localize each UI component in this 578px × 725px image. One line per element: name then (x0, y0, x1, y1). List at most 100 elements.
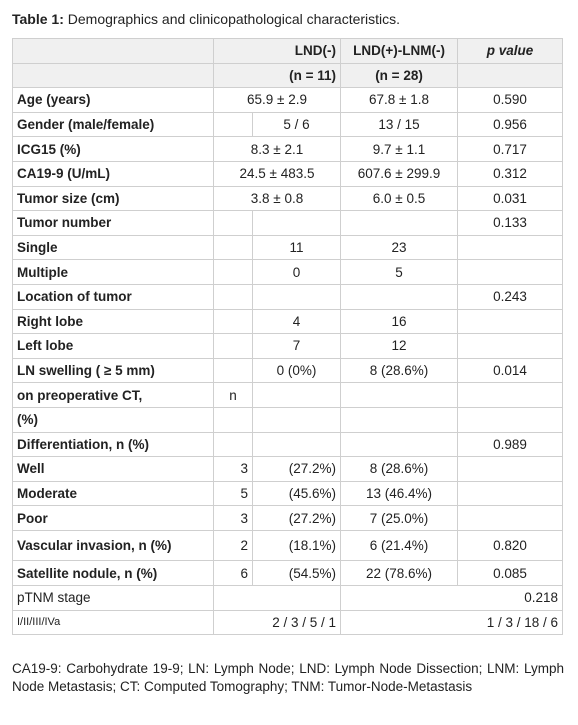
table-cell: Right lobe (12, 308, 214, 335)
table-row: Tumor size (cm) 3.8 ± 0.8 6.0 ± 0.5 0.031 (12, 185, 564, 212)
table-cell: 23 (340, 234, 459, 261)
table-cell: 9.7 ± 1.1 (340, 136, 459, 162)
table-row: on preoperative CT, n (12, 382, 564, 408)
table-cell: 7 (25.0%) (340, 505, 459, 531)
table-caption: Table 1: Demographics and clinicopatholo… (12, 11, 400, 27)
table-row: (%) (12, 406, 564, 433)
table-cell: (n = 11) (212, 62, 342, 89)
table-row: Satellite nodule, n (%) 6 (54.5%) 22 (78.6%… (12, 560, 564, 587)
table-cell: 0.590 (457, 87, 564, 113)
table-cell: 0.243 (457, 283, 564, 310)
table-cell: 13 / 15 (340, 111, 459, 138)
table-cell: 5 (213, 480, 253, 507)
table-row: (n = 11) (n = 28) (12, 62, 564, 89)
table-cell: (54.5%) (251, 560, 342, 587)
table-cell: Age (years) (12, 87, 214, 113)
table-row: Poor 3 (27.2%) 7 (25.0%) (12, 505, 564, 531)
table-cell (340, 382, 459, 408)
table-cell (251, 283, 342, 310)
table-cell (213, 210, 253, 236)
table-cell: CA19-9 (U/mL) (12, 160, 214, 187)
table-cell: Single (12, 234, 214, 261)
table-cell: n (213, 382, 253, 408)
table-cell (251, 382, 342, 408)
table-cell: 4 (251, 308, 342, 335)
table-cell: 5 / 6 (251, 111, 342, 138)
table-cell (457, 234, 564, 261)
table-cell: (27.2%) (251, 505, 342, 531)
table-cell: 0.312 (457, 160, 564, 187)
table-cell: 0.717 (457, 136, 564, 162)
table-cell: 0.014 (457, 357, 564, 384)
table-cell: 607.6 ± 299.9 (340, 160, 459, 187)
table-cell: pTNM stage (12, 585, 214, 611)
table-cell: 0.989 (457, 431, 564, 458)
table-row: Location of tumor 0.243 (12, 283, 564, 310)
table-cell (213, 406, 253, 433)
table-cell: 8 (28.6%) (340, 357, 459, 384)
table-cell: Multiple (12, 259, 214, 285)
table-cell: 2 (213, 529, 253, 562)
table-cell: 0.031 (457, 185, 564, 212)
table-cell: 6 (21.4%) (340, 529, 459, 562)
table-cell: (18.1%) (251, 529, 342, 562)
table-cell: 65.9 ± 2.9 (212, 87, 342, 113)
table-row: Gender (male/female) 5 / 6 13 / 15 0.956 (12, 111, 564, 138)
table-cell: 5 (340, 259, 459, 285)
table-cell: LND(-) (212, 38, 342, 64)
table-cell: Tumor number (12, 210, 214, 236)
table-cell: (n = 28) (340, 62, 459, 89)
table-row: LN swelling ( ≥ 5 mm) 0 (0%) 8 (28.6%) 0.01… (12, 357, 564, 384)
table-cell (457, 62, 564, 89)
table-row: Well 3 (27.2%) 8 (28.6%) (12, 456, 564, 482)
table-cell: Vascular invasion, n (%) (12, 529, 214, 562)
table-cell: Gender (male/female) (12, 111, 214, 138)
table-cell: Location of tumor (12, 283, 214, 310)
table-cell: 12 (340, 333, 459, 359)
table-cell: ICG15 (%) (12, 136, 214, 162)
table-cell (213, 111, 253, 138)
footnote: CA19-9: Carbohydrate 19-9; LN: Lymph Nod… (12, 661, 564, 694)
table-cell: (27.2%) (251, 456, 342, 482)
table-row: Left lobe 7 12 (12, 333, 564, 359)
table-cell: 11 (251, 234, 342, 261)
table-cell: 13 (46.4%) (340, 480, 459, 507)
table-cell (12, 38, 214, 64)
table-cell: 0.133 (457, 210, 564, 236)
table-cell (12, 62, 214, 89)
table-cell (457, 480, 564, 507)
table-cell (213, 308, 253, 335)
table-cell: Differentiation, n (%) (12, 431, 214, 458)
table-cell: 24.5 ± 483.5 (212, 160, 342, 187)
table-cell: LN swelling ( ≥ 5 mm) (12, 357, 214, 384)
table-cell: I/II/III/IVa (12, 609, 214, 636)
table-cell: 0.218 (340, 585, 564, 611)
table-cell: Satellite nodule, n (%) (12, 560, 214, 587)
table-cell: 3.8 ± 0.8 (212, 185, 342, 212)
caption-text: Demographics and clinicopathological cha… (67, 11, 401, 27)
table-row: Moderate 5 (45.6%) 13 (46.4%) (12, 480, 564, 507)
table-cell: Left lobe (12, 333, 214, 359)
table-cell: 3 (213, 456, 253, 482)
table-cell (457, 456, 564, 482)
table-cell (251, 210, 342, 236)
table-row: CA19-9 (U/mL) 24.5 ± 483.5 607.6 ± 299.9 0.… (12, 160, 564, 187)
caption-label: Table 1: (12, 11, 64, 27)
table-cell: Poor (12, 505, 214, 531)
table-row: Age (years) 65.9 ± 2.9 67.8 ± 1.8 0.590 (12, 87, 564, 113)
table-cell: Tumor size (cm) (12, 185, 214, 212)
table-row: Differentiation, n (%) 0.989 (12, 431, 564, 458)
table-row: Single 11 23 (12, 234, 564, 261)
table-cell: 3 (213, 505, 253, 531)
table-cell (212, 585, 342, 611)
table-cell: Moderate (12, 480, 214, 507)
table-row: Tumor number 0.133 (12, 210, 564, 236)
table-cell: 22 (78.6%) (340, 560, 459, 587)
table-cell (213, 283, 253, 310)
table-cell (340, 431, 459, 458)
table-cell (213, 333, 253, 359)
table-cell: 8 (28.6%) (340, 456, 459, 482)
table-cell: 67.8 ± 1.8 (340, 87, 459, 113)
table-cell: 7 (251, 333, 342, 359)
